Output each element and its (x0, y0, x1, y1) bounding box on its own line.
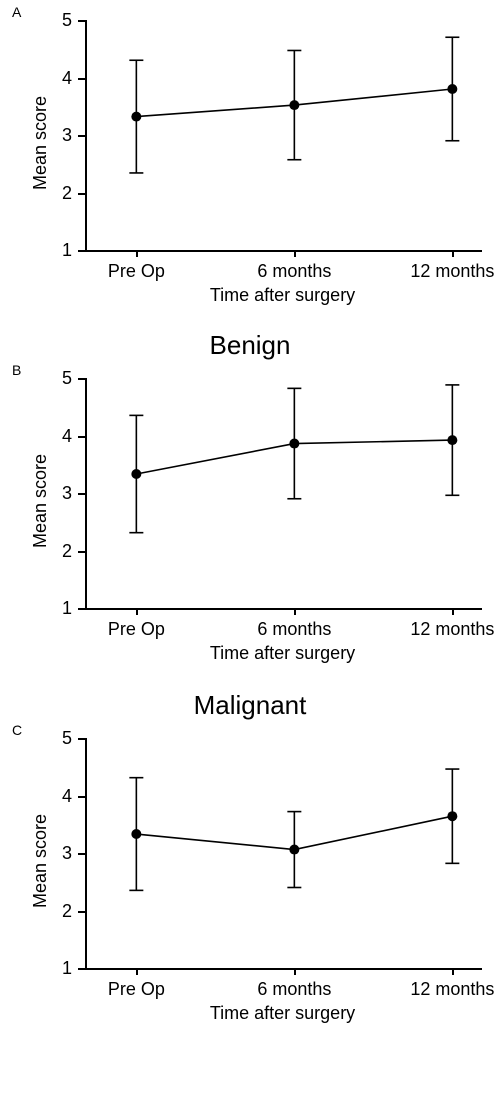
x-axis-label: Time after surgery (85, 643, 480, 664)
y-axis-label: Mean score (30, 814, 51, 908)
x-tick (136, 608, 138, 615)
y-tick (78, 20, 85, 22)
x-tick (294, 608, 296, 615)
y-tick-label: 5 (48, 728, 72, 749)
y-tick-label: 1 (48, 598, 72, 619)
panel-title: Benign (0, 330, 500, 361)
x-tick (294, 968, 296, 975)
x-tick-label: Pre Op (76, 979, 196, 1000)
x-tick (294, 250, 296, 257)
y-tick-label: 5 (48, 368, 72, 389)
x-axis (85, 968, 482, 970)
y-tick-label: 1 (48, 958, 72, 979)
y-tick-label: 4 (48, 68, 72, 89)
y-tick-label: 4 (48, 786, 72, 807)
x-tick-label: 6 months (234, 979, 354, 1000)
y-axis-label: Mean score (30, 454, 51, 548)
panel-title: Malignant (0, 690, 500, 721)
y-tick (78, 78, 85, 80)
plot-series (85, 20, 480, 250)
y-tick-label: 3 (48, 843, 72, 864)
y-tick (78, 250, 85, 252)
x-tick-label: Pre Op (76, 619, 196, 640)
y-tick (78, 436, 85, 438)
y-tick (78, 968, 85, 970)
y-tick (78, 493, 85, 495)
x-tick (452, 250, 454, 257)
x-tick-label: 12 months (392, 261, 500, 282)
panel-letter: C (12, 722, 22, 738)
y-tick (78, 853, 85, 855)
panel-letter: B (12, 362, 21, 378)
y-axis-label: Mean score (30, 96, 51, 190)
x-axis-label: Time after surgery (85, 1003, 480, 1024)
plot-series (85, 738, 480, 968)
y-tick (78, 796, 85, 798)
figure: A 1 2 3 4 5 Pre Op 6 months 12 months Mean score T… (0, 0, 500, 1093)
x-tick-label: 12 months (392, 979, 500, 1000)
x-tick (136, 250, 138, 257)
y-tick-label: 4 (48, 426, 72, 447)
x-tick-label: 12 months (392, 619, 500, 640)
y-tick (78, 193, 85, 195)
y-tick (78, 551, 85, 553)
y-tick-label: 2 (48, 901, 72, 922)
plot-series (85, 378, 480, 608)
y-tick (78, 738, 85, 740)
y-tick (78, 911, 85, 913)
x-tick (452, 968, 454, 975)
y-tick-label: 2 (48, 541, 72, 562)
y-tick-label: 1 (48, 240, 72, 261)
y-tick-label: 5 (48, 10, 72, 31)
x-tick-label: 6 months (234, 261, 354, 282)
x-tick (452, 608, 454, 615)
x-tick-label: 6 months (234, 619, 354, 640)
y-tick (78, 378, 85, 380)
x-axis (85, 608, 482, 610)
y-tick-label: 3 (48, 125, 72, 146)
panel-letter: A (12, 4, 21, 20)
x-tick (136, 968, 138, 975)
y-tick-label: 3 (48, 483, 72, 504)
y-tick-label: 2 (48, 183, 72, 204)
x-axis-label: Time after surgery (85, 285, 480, 306)
y-tick (78, 608, 85, 610)
x-axis (85, 250, 482, 252)
x-tick-label: Pre Op (76, 261, 196, 282)
y-tick (78, 135, 85, 137)
